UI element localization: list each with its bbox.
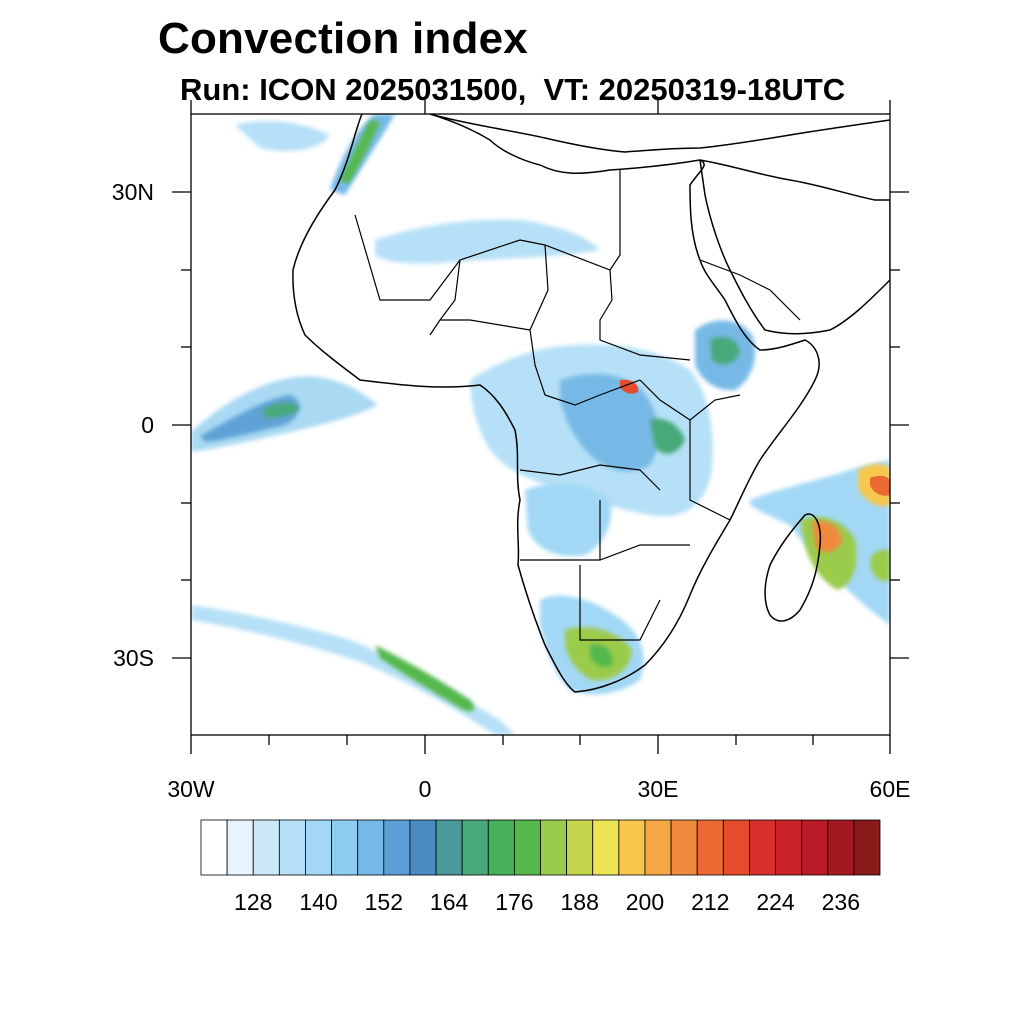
coastline [292,114,890,693]
colorbar-tick-label: 140 [299,889,338,915]
colorbar-tick-label: 200 [625,889,665,915]
colorbar-swatch [670,819,698,876]
lat-label-30n: 30N [111,179,154,205]
colorbar-tick-label: 224 [756,889,795,915]
convection-area-sahara [375,219,600,264]
colorbar-swatch [435,819,463,876]
convection-field [191,114,890,735]
colorbar-swatch [592,819,620,876]
africa-coastline [292,114,820,693]
chart-title: Convection index [158,14,528,63]
colorbar-swatch [357,819,385,876]
lon-label-60e: 60E [869,776,911,802]
colorbar-swatch [540,819,568,876]
madagascar-coastline [764,513,822,622]
colorbar-swatch [722,819,750,876]
arabian-peninsula [699,159,890,335]
colorbar-swatch [749,819,776,876]
colorbar-swatch [461,819,489,876]
country-borders [354,170,801,641]
chart-subtitle: Run: ICON 2025031500, VT: 20250319-18UTC [180,72,846,107]
colorbar [200,819,881,876]
colorbar-tick-label: 176 [495,889,534,915]
colorbar-swatch [331,819,359,876]
colorbar-swatch [775,819,803,876]
colorbar-tick-label: 164 [429,889,469,915]
colorbar-tick-label: 212 [691,889,730,915]
lat-label-0: 0 [141,412,154,438]
convection-area-northwest [235,121,330,152]
colorbar-swatch [383,819,411,876]
colorbar-swatch [226,819,254,876]
lon-label-30w: 30W [167,776,215,802]
colorbar-tick-label: 152 [364,889,403,915]
axis-ticks [172,100,909,754]
convection-area-angola [525,483,612,557]
colorbar-swatch [696,819,724,876]
mediterranean-coast [429,114,890,153]
colorbar-swatch [827,819,855,876]
colorbar-tick-label: 236 [821,889,860,915]
colorbar-swatch [305,819,332,876]
colorbar-swatch [618,819,646,876]
colorbar-swatch [278,819,306,876]
colorbar-swatch [566,819,594,876]
convection-area-south-atlantic-front [191,605,515,735]
colorbar-swatch [252,819,280,876]
colorbar-swatch [801,819,829,876]
colorbar-tick-label: 128 [234,889,273,915]
colorbar-tick-label: 188 [560,889,599,915]
lon-label-30e: 30E [637,776,679,802]
colorbar-swatch [644,819,672,876]
lat-label-30s: 30S [113,645,154,671]
colorbar-swatch [409,819,437,876]
lon-label-0: 0 [418,776,432,802]
colorbar-swatch [853,819,881,876]
colorbar-swatch [513,819,541,876]
colorbar-swatch [487,819,515,876]
colorbar-swatch [200,819,228,876]
